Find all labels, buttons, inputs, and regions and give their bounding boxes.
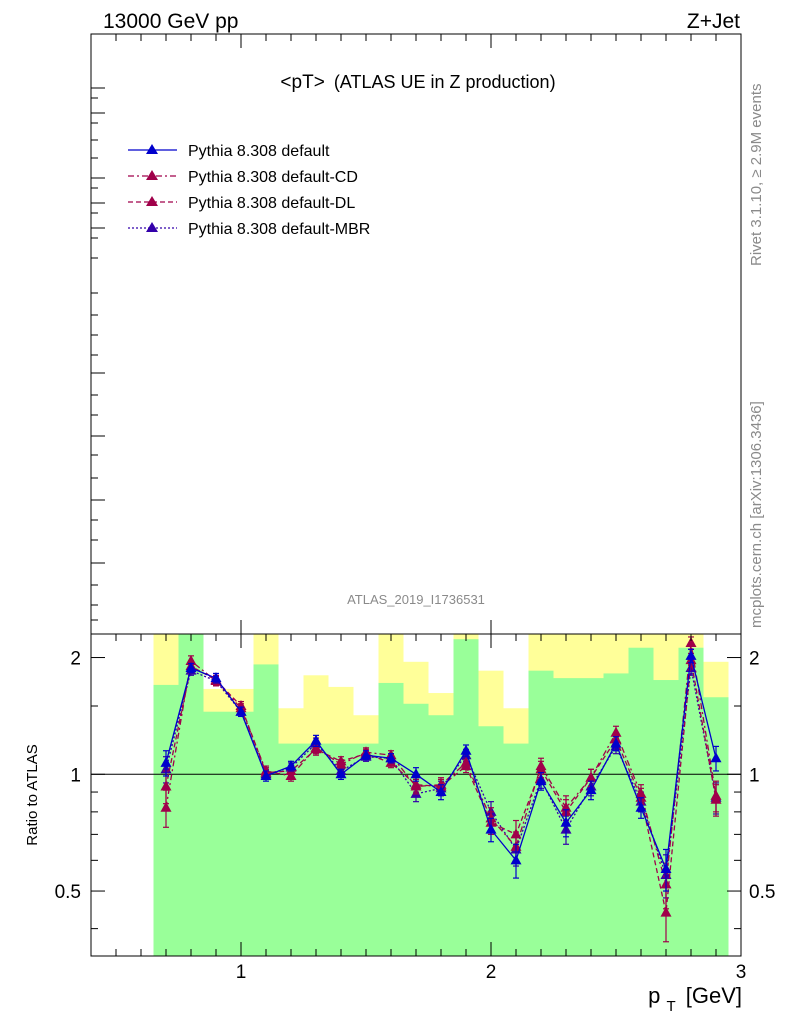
green-band — [703, 697, 729, 956]
series-group — [160, 636, 722, 943]
x-tick-label: 1 — [236, 962, 247, 983]
data-point — [535, 775, 547, 786]
data-point — [710, 752, 722, 763]
y-tick-label: 0.5 — [55, 882, 81, 903]
x-axis-title-unit: [GeV] — [686, 983, 742, 1008]
green-band — [678, 647, 704, 956]
data-point — [635, 787, 647, 798]
plot-title-main: <pT> — [280, 72, 324, 93]
data-point — [385, 752, 397, 763]
data-point — [335, 768, 347, 779]
data-point — [160, 801, 172, 812]
green-band — [403, 703, 429, 956]
legend: Pythia 8.308 default Pythia 8.308 default… — [128, 143, 370, 238]
data-point — [435, 778, 447, 789]
green-band — [228, 711, 254, 956]
green-band — [378, 682, 404, 956]
green-band — [203, 711, 229, 956]
data-point — [460, 756, 472, 767]
source-label: mcplots.cern.ch [arXiv:1306.3436] — [748, 401, 765, 628]
legend-label: Pythia 8.308 default-DL — [188, 195, 355, 212]
legend-label: Pythia 8.308 default-MBR — [188, 221, 370, 238]
ratio-ticks: 0.5 0.5 1 1 2 2 1 2 3 — [55, 634, 775, 983]
process-label: Z+Jet — [687, 10, 740, 33]
y-tick-label: 1 — [70, 765, 81, 786]
series-1 — [160, 648, 722, 892]
legend-label: Pythia 8.308 default-CD — [188, 169, 358, 186]
data-point — [360, 749, 372, 760]
analysis-id: ATLAS_2019_I1736531 — [347, 592, 485, 607]
data-point — [210, 672, 222, 683]
green-band — [603, 673, 629, 956]
rivet-version-label: Rivet 3.1.10, ≥ 2.9M events — [748, 84, 765, 267]
series-line — [165, 642, 717, 885]
green-band — [253, 664, 279, 956]
green-band — [453, 639, 479, 956]
legend-marker — [146, 170, 158, 180]
x-tick-label: 2 — [486, 962, 497, 983]
data-point — [335, 758, 347, 769]
data-point — [685, 637, 697, 648]
legend-marker — [146, 222, 158, 232]
y-tick-label-right: 0.5 — [749, 882, 775, 903]
data-point — [410, 768, 422, 779]
ratio-panel: 0.5 0.5 1 1 2 2 1 2 3 — [55, 633, 775, 983]
green-band — [303, 743, 329, 956]
y-tick-label-right: 2 — [749, 649, 760, 670]
main-panel — [90, 33, 742, 635]
legend-marker — [146, 196, 158, 206]
data-point — [310, 734, 322, 745]
main-panel-frame — [90, 33, 742, 635]
green-band — [578, 678, 604, 956]
data-point — [660, 906, 672, 917]
x-tick-label: 3 — [736, 962, 747, 983]
data-point — [185, 661, 197, 672]
data-point — [610, 737, 622, 748]
green-band — [428, 715, 454, 956]
data-point — [710, 789, 722, 800]
plot-title-sub: (ATLAS UE in Z production) — [334, 72, 556, 92]
data-point — [610, 726, 622, 737]
y-tick-label: 2 — [70, 649, 81, 670]
y-tick-label-right: 1 — [749, 765, 760, 786]
data-point — [485, 823, 497, 834]
data-point — [235, 705, 247, 716]
legend-marker — [146, 144, 158, 154]
data-point — [160, 756, 172, 767]
green-band — [528, 670, 554, 956]
x-axis-title-sub: T — [666, 998, 675, 1015]
data-point — [285, 769, 297, 780]
data-point — [260, 764, 272, 775]
data-point — [660, 862, 672, 873]
data-point — [535, 760, 547, 771]
green-band — [353, 743, 379, 956]
data-point — [510, 854, 522, 865]
data-point — [685, 649, 697, 660]
data-point — [635, 801, 647, 812]
x-axis-title: p T [GeV] — [648, 983, 742, 1016]
data-point — [460, 744, 472, 755]
data-point — [585, 784, 597, 795]
plot-title: <pT> (ATLAS UE in Z production) — [280, 72, 555, 93]
legend-label: Pythia 8.308 default — [188, 143, 330, 160]
data-point — [260, 769, 272, 780]
data-point — [285, 760, 297, 771]
series-line — [165, 659, 717, 913]
data-point — [435, 786, 447, 797]
data-point — [585, 771, 597, 782]
data-point — [410, 780, 422, 791]
data-point — [185, 654, 197, 665]
green-band — [178, 634, 204, 956]
x-axis-title-main: p — [648, 983, 660, 1008]
data-point — [560, 816, 572, 827]
collision-label: 13000 GeV pp — [103, 10, 238, 33]
y-axis-title: Ratio to ATLAS — [24, 744, 41, 845]
